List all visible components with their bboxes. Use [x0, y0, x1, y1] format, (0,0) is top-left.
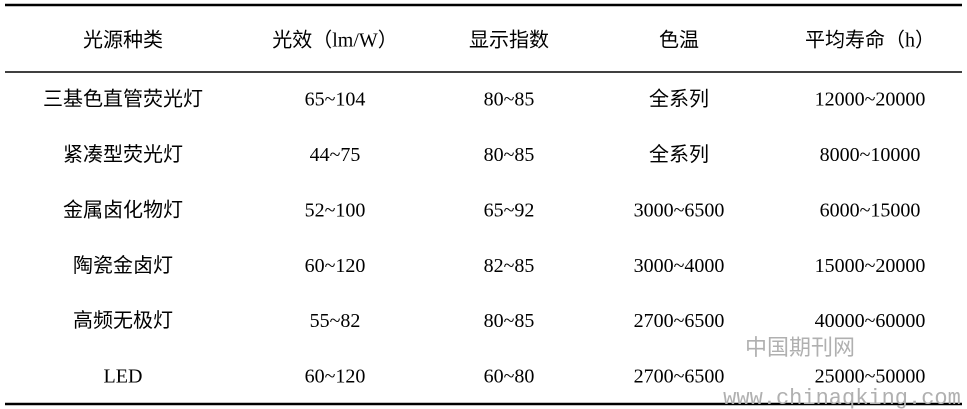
header-cell: 光效（lm/W）	[272, 29, 398, 52]
cell: 三基色直管荧光灯	[43, 88, 203, 111]
cell: 80~85	[484, 310, 535, 332]
header-cell: 平均寿命（h）	[805, 29, 935, 52]
cell: 65~104	[305, 89, 366, 111]
watermark-url: www.chinaqking.com	[723, 386, 961, 409]
cell: 全系列	[649, 143, 709, 166]
cell: 12000~20000	[815, 89, 926, 111]
cell: 2700~6500	[634, 310, 725, 332]
cell: 60~120	[305, 366, 366, 388]
cell: 55~82	[310, 310, 361, 332]
cell: 65~92	[484, 199, 535, 221]
cell: 高频无极灯	[73, 309, 173, 332]
header-cell: 色温	[659, 29, 699, 52]
cell: 44~75	[310, 144, 361, 166]
watermark-name: 中国期刊网	[745, 335, 855, 360]
cell: 40000~60000	[815, 310, 926, 332]
cell: 金属卤化物灯	[63, 198, 183, 221]
cell: 2700~6500	[634, 366, 725, 388]
cell: 80~85	[484, 89, 535, 111]
cell: 60~80	[484, 366, 535, 388]
cell: 6000~15000	[820, 199, 921, 221]
cell: 82~85	[484, 255, 535, 277]
cell: 25000~50000	[815, 366, 926, 388]
cell: 紧凑型荧光灯	[63, 143, 183, 166]
cell: 52~100	[305, 199, 366, 221]
cell: 全系列	[649, 88, 709, 111]
cell: 8000~10000	[820, 144, 921, 166]
cell: 15000~20000	[815, 255, 926, 277]
header-cell: 光源种类	[83, 29, 163, 52]
cell: 陶瓷金卤灯	[73, 254, 173, 277]
cell: 3000~4000	[634, 255, 725, 277]
header-cell: 显示指数	[469, 29, 549, 52]
cell: 60~120	[305, 255, 366, 277]
cell: 3000~6500	[634, 199, 725, 221]
cell: LED	[104, 366, 143, 388]
cell: 80~85	[484, 144, 535, 166]
